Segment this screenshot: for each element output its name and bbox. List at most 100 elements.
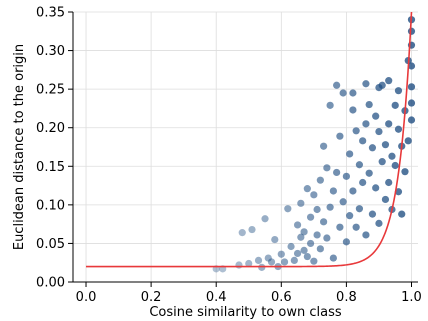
y-tick-label: 0.05 — [36, 237, 65, 252]
data-point — [320, 218, 328, 226]
data-point — [313, 205, 321, 214]
data-point — [368, 210, 377, 218]
data-point — [254, 256, 263, 264]
data-point — [359, 178, 367, 187]
axes — [72, 12, 418, 283]
data-point — [300, 228, 308, 236]
x-axis-label: Cosine similarity to own class — [149, 305, 342, 320]
data-point — [365, 100, 373, 109]
data-point — [368, 144, 377, 152]
data-point — [277, 250, 285, 258]
data-point — [293, 221, 302, 229]
data-point — [323, 234, 331, 242]
data-point — [297, 233, 305, 241]
x-tick-label: 0.8 — [336, 290, 357, 305]
y-axis-label: Euclidean distance to the origin — [12, 44, 27, 250]
y-tick-label: 0.20 — [36, 121, 65, 136]
y-tick-label: 0.35 — [36, 6, 65, 21]
data-point — [391, 101, 399, 109]
y-tick-label: 0.10 — [36, 198, 65, 213]
data-point — [303, 185, 311, 193]
data-point — [248, 225, 256, 234]
x-tick-label: 0.4 — [206, 290, 227, 305]
data-point — [375, 84, 383, 92]
x-tick-label: 0.6 — [271, 290, 292, 305]
data-point — [342, 238, 350, 246]
data-point — [339, 89, 347, 97]
data-point — [336, 223, 344, 231]
data-point — [372, 112, 380, 120]
data-point — [293, 249, 302, 258]
data-point — [326, 203, 334, 211]
x-tick-label: 1.0 — [401, 290, 422, 305]
data-point — [362, 120, 370, 128]
data-point — [303, 252, 311, 261]
data-point — [280, 258, 289, 266]
data-point — [407, 116, 416, 124]
data-point — [404, 137, 412, 145]
data-point — [349, 187, 357, 195]
data-point — [264, 254, 272, 262]
data-point — [394, 188, 403, 196]
data-point — [326, 101, 334, 109]
grid — [73, 11, 418, 283]
data-point — [316, 176, 324, 184]
y-tick-label: 0.15 — [36, 160, 65, 175]
data-point — [284, 205, 292, 213]
data-point — [359, 137, 367, 145]
data-point — [375, 219, 383, 227]
data-point — [372, 184, 380, 192]
data-point — [310, 257, 318, 265]
data-point — [378, 158, 386, 166]
data-point — [385, 77, 393, 85]
data-point — [352, 127, 360, 135]
data-point — [245, 259, 253, 268]
data-point — [306, 213, 315, 221]
x-tick-label: 0.2 — [141, 290, 162, 305]
data-point — [407, 62, 416, 70]
fit-line-layer — [86, 11, 413, 268]
x-ticks: 0.0 0.2 0.4 0.6 0.8 1.0 — [76, 282, 422, 305]
data-point — [362, 231, 370, 239]
data-point — [320, 142, 328, 150]
data-point — [352, 223, 360, 231]
data-point — [407, 27, 416, 35]
data-point — [385, 120, 393, 128]
data-point — [310, 191, 318, 199]
data-point — [271, 235, 279, 244]
scatter-points — [212, 16, 416, 273]
y-tick-label: 0.30 — [36, 44, 65, 59]
data-point — [238, 229, 246, 237]
data-point — [349, 89, 357, 97]
data-point — [349, 106, 357, 114]
y-tick-label: 0.25 — [36, 83, 65, 98]
data-point — [401, 168, 409, 176]
data-point — [375, 127, 383, 136]
data-point — [329, 187, 337, 195]
data-point — [407, 83, 416, 91]
data-point — [329, 254, 337, 262]
data-point — [306, 239, 315, 248]
data-point — [381, 141, 390, 149]
data-point — [388, 152, 396, 160]
data-point — [290, 256, 298, 264]
data-point — [346, 150, 354, 158]
data-point — [394, 125, 403, 133]
data-point — [300, 246, 308, 254]
data-point — [267, 258, 276, 266]
data-point — [346, 212, 354, 220]
y-ticks: 0.00 0.05 0.10 0.15 0.20 0.25 0.30 0.35 — [36, 6, 73, 291]
data-point — [261, 215, 269, 223]
data-point — [398, 210, 406, 218]
data-point — [381, 195, 390, 204]
y-tick-label: 0.00 — [36, 276, 65, 291]
data-point — [355, 161, 364, 169]
data-point — [336, 132, 344, 140]
data-point — [362, 80, 370, 88]
data-point — [365, 169, 373, 177]
data-point — [355, 205, 364, 213]
data-point — [342, 172, 350, 180]
data-point — [323, 164, 331, 172]
fit-line — [86, 11, 413, 268]
